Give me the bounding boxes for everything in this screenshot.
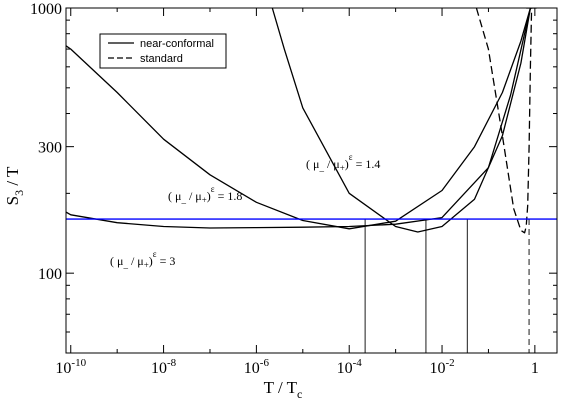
y-tick-label: 1000	[30, 1, 62, 18]
y-axis-label: S3 / T	[3, 166, 26, 205]
x-axis-label: T / Tc	[264, 378, 303, 401]
legend: near-conformal standard	[99, 33, 227, 69]
legend-box	[99, 33, 227, 69]
reference-lines	[66, 218, 557, 353]
axis-ticks: 10-10 10-8 10-6 10-4 10-2 1 100 300 1000	[30, 1, 557, 377]
x-tick-label: 10-4	[337, 357, 363, 377]
y-axis-label-subscript: 3	[12, 190, 26, 196]
legend-label-standard: standard	[140, 53, 183, 65]
x-tick-label: 10-6	[244, 357, 270, 377]
x-tick-label: 10-10	[55, 357, 86, 377]
annotation-ratio-3: ( μ_ / μ+)ε = 3	[110, 249, 175, 270]
annotation-ratio-1-4: ( μ_ / μ+)ε = 1.4	[306, 152, 380, 173]
x-axis-label-subscript: c	[297, 387, 302, 401]
plot-frame	[65, 7, 558, 354]
y-tick-label: 300	[38, 140, 62, 157]
series-line-0	[66, 8, 532, 229]
x-tick-label: 10-2	[429, 357, 454, 377]
x-tick-label: 10-8	[151, 357, 177, 377]
annotation-ratio-1-8: ( μ_ / μ+)ε = 1.8	[168, 184, 242, 205]
x-tick-label: 1	[531, 360, 539, 377]
legend-label-near-conformal: near-conformal	[140, 38, 214, 50]
series-line-1	[66, 8, 532, 230]
series-layer	[66, 8, 537, 234]
y-tick-label: 100	[38, 266, 62, 283]
series-line-3	[475, 8, 533, 234]
series-line-2	[271, 8, 532, 233]
